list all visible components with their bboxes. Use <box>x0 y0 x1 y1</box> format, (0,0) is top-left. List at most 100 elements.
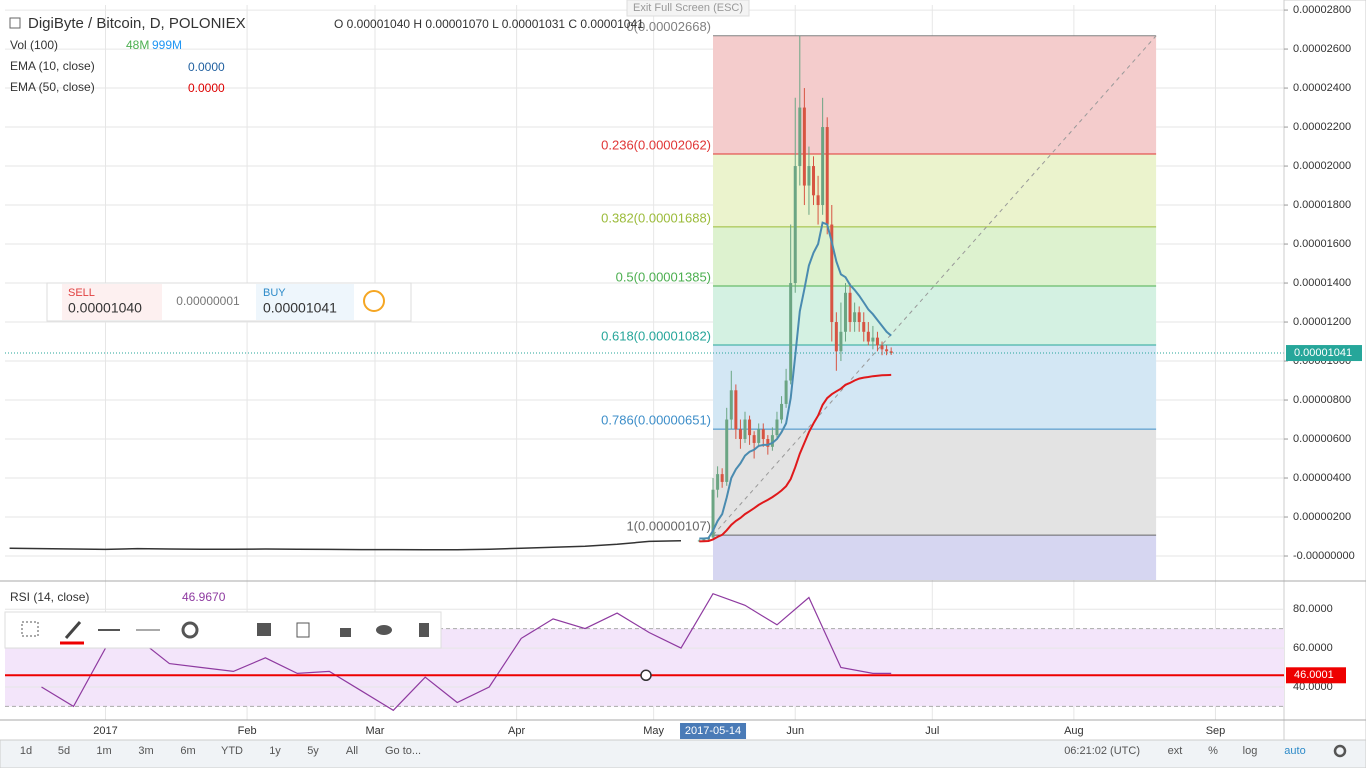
scale-option[interactable]: log <box>1243 745 1258 757</box>
candle-body <box>866 331 870 342</box>
crosshair-marker <box>680 723 747 739</box>
range-button[interactable]: YTD <box>221 745 243 757</box>
candle-body <box>784 380 788 404</box>
scale-option[interactable]: % <box>1208 745 1218 757</box>
fib-label: 0.5(0.00001385) <box>616 269 711 284</box>
y-tick-label: 0.00001600 <box>1293 238 1351 250</box>
range-button[interactable]: 1y <box>269 745 281 757</box>
y-tick-label: 0.00002800 <box>1293 4 1351 16</box>
candle-body <box>853 312 857 323</box>
x-tick-label: Feb <box>238 725 257 737</box>
candle-body <box>798 107 802 167</box>
candle-body <box>716 474 720 490</box>
x-tick-label: Jun <box>786 725 804 737</box>
range-button[interactable]: 3m <box>138 745 153 757</box>
candle-body <box>748 419 752 436</box>
scale-option[interactable]: ext <box>1168 745 1183 757</box>
candle-body <box>720 474 724 482</box>
y-tick-label: 0.00000400 <box>1293 472 1351 484</box>
candle-body <box>807 166 811 186</box>
y-tick-label: 0.00002400 <box>1293 82 1351 94</box>
candle-body <box>880 345 884 350</box>
rsi-tick-label: 60.0000 <box>1293 642 1333 654</box>
candle-body <box>780 403 784 420</box>
trade-widget: SELL 0.00001040 0.00000001 BUY 0.0000104… <box>46 282 412 322</box>
info-icon[interactable] <box>363 290 385 312</box>
vol-a: 48M <box>126 38 149 52</box>
candle-body <box>834 322 838 352</box>
tool-pen[interactable] <box>64 621 82 639</box>
x-tick-label: Jul <box>925 725 939 737</box>
goto-button[interactable]: Go to... <box>385 745 421 757</box>
y-tick-label: 0.00001200 <box>1293 316 1351 328</box>
rsi-tick-label: 80.0000 <box>1293 603 1333 615</box>
range-button[interactable]: 1m <box>96 745 111 757</box>
x-tick-label: Sep <box>1206 725 1226 737</box>
tool-hide[interactable] <box>376 625 392 635</box>
candle-body <box>889 351 893 354</box>
symbol: DigiByte / Bitcoin, D, POLONIEX <box>28 15 246 32</box>
spread: 0.00000001 <box>176 294 240 308</box>
sell-price: 0.00001040 <box>68 300 142 316</box>
drawing-toolbar <box>4 611 442 649</box>
range-button[interactable]: 6m <box>180 745 195 757</box>
y-tick-label: 0.00002200 <box>1293 121 1351 133</box>
crosshair-label: 2017-05-14 <box>685 725 741 737</box>
exit-fullscreen-label: Exit Full Screen (ESC) <box>633 2 743 14</box>
range-button[interactable]: 5y <box>307 745 319 757</box>
y-tick-label: 0.00000800 <box>1293 394 1351 406</box>
candle-body <box>757 429 761 443</box>
fib-band <box>713 35 1157 154</box>
y-tick-label: 0.00001400 <box>1293 277 1351 289</box>
rsi-level-handle <box>640 669 652 682</box>
price-axis <box>1283 0 1366 741</box>
ema10-label: EMA (10, close) <box>10 59 95 73</box>
tool-select[interactable] <box>21 621 39 637</box>
last-price-marker <box>1286 345 1362 362</box>
fib-label: 0.618(0.00001082) <box>601 328 711 343</box>
y-tick-label: 0.00000600 <box>1293 433 1351 445</box>
fib-label: 0.382(0.00001688) <box>601 210 711 225</box>
buy-button[interactable] <box>256 284 354 320</box>
fib-band <box>713 345 1157 430</box>
fib-label: 0(0.00002668) <box>626 19 711 34</box>
vol-b: 999M <box>152 38 182 52</box>
candle-body <box>821 127 825 206</box>
y-tick-label: 0.00002000 <box>1293 160 1351 172</box>
scale-option[interactable]: auto <box>1284 745 1305 757</box>
fib-label: 0.786(0.00000651) <box>601 413 711 428</box>
collapse-icon[interactable] <box>9 17 21 29</box>
x-tick-label: May <box>643 725 664 737</box>
settings-gear[interactable] <box>1333 744 1347 758</box>
buy-price: 0.00001041 <box>263 300 337 316</box>
ema10-value: 0.0000 <box>188 60 225 74</box>
candle-body <box>830 224 834 323</box>
price-history <box>9 540 682 551</box>
fib-band <box>713 153 1157 227</box>
tool-settings[interactable] <box>181 621 199 639</box>
price-pane: 0(0.00002668) 0.236(0.00002062) 0.382(0.00… <box>5 5 1284 720</box>
candle-body <box>875 337 879 346</box>
candle-body <box>857 312 861 323</box>
x-tick-label: Mar <box>366 725 385 737</box>
x-tick-label: Aug <box>1064 725 1084 737</box>
tool-template[interactable] <box>257 623 271 636</box>
tool-clone[interactable] <box>296 622 310 638</box>
candle-body <box>738 429 742 440</box>
range-button[interactable]: 1d <box>20 745 32 757</box>
exit-fullscreen[interactable] <box>626 0 750 17</box>
sell-button[interactable] <box>62 284 162 320</box>
candle-body <box>885 349 889 352</box>
range-button[interactable]: All <box>346 745 358 757</box>
tool-delete[interactable] <box>419 623 429 637</box>
sell-label: SELL <box>68 287 95 299</box>
candle-body <box>816 195 820 206</box>
rsi-line <box>41 592 892 712</box>
fib-band <box>713 535 1157 580</box>
tool-lock[interactable] <box>340 628 351 637</box>
candle-body <box>766 439 770 447</box>
y-tick-label: -0.00000000 <box>1293 550 1355 562</box>
candle-body <box>839 331 843 352</box>
range-button[interactable]: 5d <box>58 745 70 757</box>
